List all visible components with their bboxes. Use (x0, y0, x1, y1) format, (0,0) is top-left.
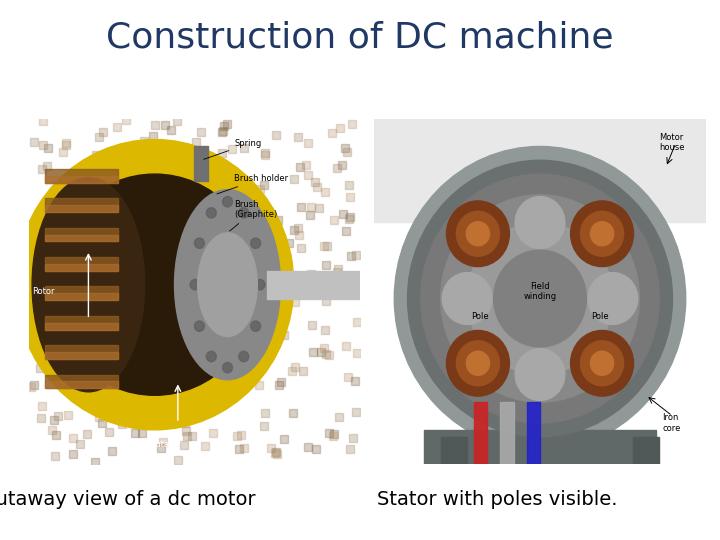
Bar (45, 176, 118, 183)
Bar (45, 228, 118, 241)
Ellipse shape (32, 178, 145, 392)
Text: Motor
house: Motor house (660, 133, 685, 152)
Bar (500, 402, 513, 464)
Bar (45, 375, 118, 388)
Circle shape (251, 321, 261, 332)
Text: Field
winding: Field winding (523, 282, 557, 301)
Circle shape (442, 273, 492, 325)
Text: Iron
core: Iron core (662, 413, 681, 433)
Circle shape (441, 195, 639, 402)
Bar (45, 257, 118, 271)
Bar (374, 119, 706, 222)
Circle shape (456, 211, 500, 256)
Text: Pole: Pole (591, 312, 608, 321)
Circle shape (207, 208, 216, 218)
Bar (45, 316, 118, 329)
Circle shape (194, 238, 204, 248)
Ellipse shape (198, 233, 257, 336)
Bar (267, 271, 360, 299)
Text: Stator with poles visible.: Stator with poles visible. (377, 490, 617, 509)
Circle shape (395, 146, 685, 450)
Bar (45, 352, 118, 359)
Text: Spring: Spring (204, 139, 261, 159)
Circle shape (49, 174, 261, 395)
Text: Commutator: Commutator (128, 440, 181, 449)
Circle shape (467, 351, 490, 375)
Circle shape (467, 221, 490, 246)
Bar (45, 234, 118, 241)
Circle shape (570, 201, 634, 267)
Bar (45, 169, 118, 183)
Circle shape (420, 174, 660, 423)
Circle shape (516, 197, 565, 248)
Text: Cutaway view of a dc motor: Cutaway view of a dc motor (0, 490, 256, 509)
Bar (45, 293, 118, 300)
Bar (45, 381, 118, 388)
Text: Rotor: Rotor (32, 287, 55, 296)
Circle shape (580, 211, 624, 256)
Circle shape (446, 330, 510, 396)
Bar (45, 264, 118, 271)
Circle shape (16, 139, 294, 430)
Circle shape (194, 321, 204, 332)
Text: Construction of DC machine: Construction of DC machine (107, 21, 613, 55)
Circle shape (590, 221, 613, 246)
Circle shape (494, 250, 586, 347)
Text: Brush holder: Brush holder (217, 174, 288, 194)
Bar (194, 146, 207, 181)
Bar (45, 286, 118, 300)
Circle shape (408, 160, 672, 437)
Bar (45, 198, 118, 212)
Text: Brush
(Graphite): Brush (Graphite) (230, 200, 277, 231)
Circle shape (588, 273, 638, 325)
Circle shape (456, 341, 500, 386)
Circle shape (207, 352, 216, 362)
Circle shape (570, 330, 634, 396)
Circle shape (255, 280, 265, 290)
Bar (441, 437, 467, 464)
Circle shape (222, 197, 233, 207)
Text: Pole: Pole (472, 312, 489, 321)
Bar (424, 430, 656, 464)
Ellipse shape (174, 190, 281, 380)
Circle shape (239, 352, 248, 362)
Circle shape (516, 349, 565, 401)
Bar (45, 323, 118, 329)
Bar (45, 345, 118, 359)
Circle shape (222, 362, 233, 373)
Circle shape (446, 201, 510, 267)
Circle shape (239, 208, 248, 218)
Bar (45, 205, 118, 212)
Bar (527, 402, 540, 464)
Circle shape (467, 222, 613, 375)
Circle shape (580, 341, 624, 386)
Circle shape (590, 351, 613, 375)
Bar (474, 402, 487, 464)
Bar (633, 437, 660, 464)
Circle shape (251, 238, 261, 248)
Circle shape (190, 280, 200, 290)
